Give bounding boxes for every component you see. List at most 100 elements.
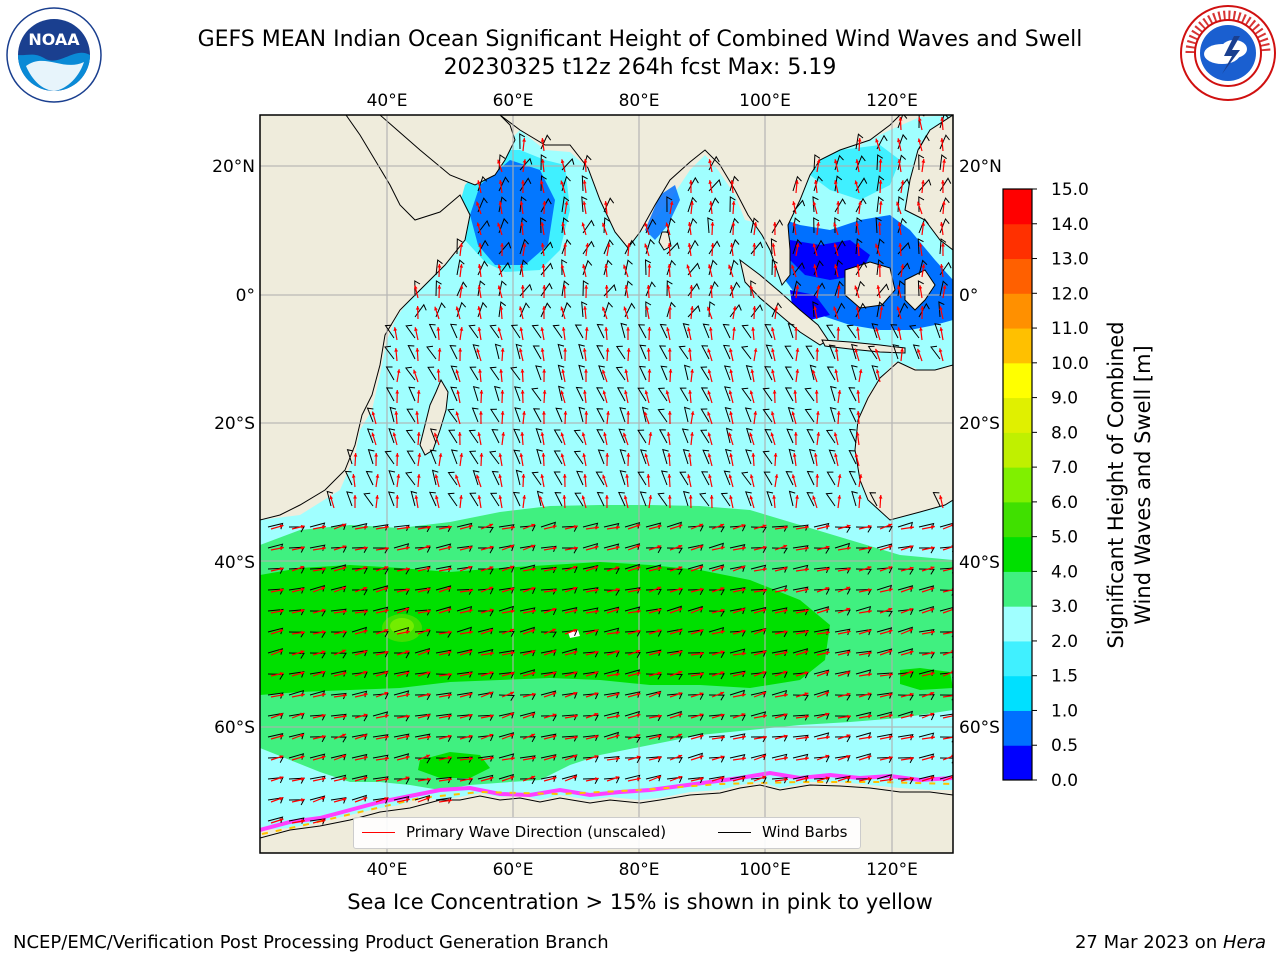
wave-arrow-head xyxy=(448,525,452,530)
wave-arrow-head xyxy=(584,369,588,373)
wave-arrow-head xyxy=(878,180,883,184)
wind-barb xyxy=(624,587,641,594)
wave-arrow-head xyxy=(437,264,442,268)
wind-barb xyxy=(624,757,641,764)
wave-arrow-head xyxy=(636,755,641,760)
wave-arrow-head xyxy=(762,754,767,759)
wave-arrow-head xyxy=(605,348,610,352)
wave-arrow-head xyxy=(448,630,452,635)
wave-arrow-head xyxy=(647,327,652,331)
wind-barb xyxy=(427,366,437,381)
wave-arrow-head xyxy=(531,713,536,717)
wind-barb xyxy=(834,280,844,297)
wind-barb xyxy=(489,450,500,465)
colorbar-tick-label: 12.0 xyxy=(1051,284,1089,304)
wind-barb xyxy=(330,631,347,638)
wave-arrow-head xyxy=(707,369,712,374)
wave-arrow-head xyxy=(395,495,400,499)
wave-arrow-head xyxy=(804,650,809,654)
wave-arrow-head xyxy=(321,693,326,697)
wave-arrow-head xyxy=(426,649,431,654)
wave-arrow-head xyxy=(939,222,944,226)
wave-arrow-head xyxy=(763,567,767,572)
wave-arrow-head xyxy=(888,607,893,612)
wind-barb xyxy=(575,386,584,402)
colorbar: 0.00.51.01.52.03.04.05.06.07.08.09.010.0… xyxy=(1002,180,1089,791)
wind-barb xyxy=(414,546,431,553)
wave-arrow-head xyxy=(825,524,830,529)
wave-arrow-head xyxy=(469,588,473,593)
wave-arrow-head xyxy=(816,411,820,415)
wave-arrow-head xyxy=(636,734,641,738)
wind-barb xyxy=(786,428,794,444)
wind-barb xyxy=(828,344,836,360)
wind-barb xyxy=(561,735,578,742)
wind-barb xyxy=(582,734,599,741)
wave-arrow-head xyxy=(657,608,662,613)
wave-arrow-head xyxy=(699,629,704,633)
wind-barb xyxy=(687,693,704,700)
wave-arrow-head xyxy=(604,285,609,289)
wind-barb xyxy=(393,670,410,677)
wind-barb xyxy=(917,238,924,255)
wind-barb xyxy=(330,652,347,659)
wave-arrow-head xyxy=(448,567,452,572)
wind-barb xyxy=(414,630,431,637)
wave-arrow-head xyxy=(930,546,935,550)
colorbar-swatch xyxy=(1003,362,1032,399)
wave-arrow-head xyxy=(795,243,800,247)
wave-arrow-head xyxy=(384,714,389,718)
wind-barb xyxy=(708,610,725,617)
wind-barb xyxy=(393,652,410,659)
wave-arrow-head xyxy=(511,525,515,530)
wave-arrow-head xyxy=(942,159,946,163)
wave-arrow-head xyxy=(427,777,431,782)
wave-arrow-head xyxy=(447,608,452,612)
wave-arrow-head xyxy=(678,754,683,759)
wave-arrow-head xyxy=(489,523,493,528)
wave-arrow-head xyxy=(709,495,714,499)
wave-arrow-head xyxy=(616,756,620,761)
wave-arrow-head xyxy=(896,306,901,311)
wave-arrow-head xyxy=(729,411,733,416)
wave-arrow-head xyxy=(415,348,420,352)
wind-barb xyxy=(531,387,542,402)
wave-arrow-head xyxy=(805,546,809,551)
wave-arrow-head xyxy=(855,222,860,226)
wave-arrow-head xyxy=(690,411,695,415)
wave-arrow-head xyxy=(413,369,417,374)
wave-arrow-head xyxy=(847,714,851,719)
wave-arrow-head xyxy=(321,525,326,529)
wind-barb xyxy=(806,429,815,444)
wind-barb xyxy=(682,449,690,465)
wind-barb xyxy=(393,778,410,785)
wind-barb xyxy=(939,238,947,255)
wave-arrow-head xyxy=(699,607,704,612)
wave-arrow-head xyxy=(583,306,587,310)
wave-arrow-head xyxy=(875,369,880,374)
wave-arrow-head xyxy=(783,651,788,655)
wave-arrow-head xyxy=(448,693,452,698)
wave-arrow-head xyxy=(300,733,305,738)
wave-arrow-head xyxy=(437,348,442,352)
wind-barb xyxy=(850,343,858,360)
wave-arrow-head xyxy=(646,348,651,352)
wave-arrow-head xyxy=(279,734,284,739)
wave-arrow-head xyxy=(657,775,662,780)
lat-tick: 0° xyxy=(959,286,978,306)
wave-arrow-head xyxy=(930,608,935,612)
wind-barb xyxy=(700,387,710,402)
wave-arrow-head xyxy=(582,453,587,458)
wave-arrow-head xyxy=(540,138,545,142)
wave-arrow-head xyxy=(468,545,473,550)
wave-arrow-head xyxy=(363,713,368,718)
wave-arrow-head xyxy=(426,735,431,740)
wind-barb xyxy=(429,449,437,465)
wave-arrow-head xyxy=(521,474,526,478)
wave-arrow-head xyxy=(413,285,418,290)
wave-arrow-head xyxy=(343,714,347,719)
wave-arrow-head xyxy=(522,411,526,415)
wave-arrow-head xyxy=(710,222,715,226)
wave-arrow-head xyxy=(720,566,725,570)
java-sea-low xyxy=(790,290,830,320)
